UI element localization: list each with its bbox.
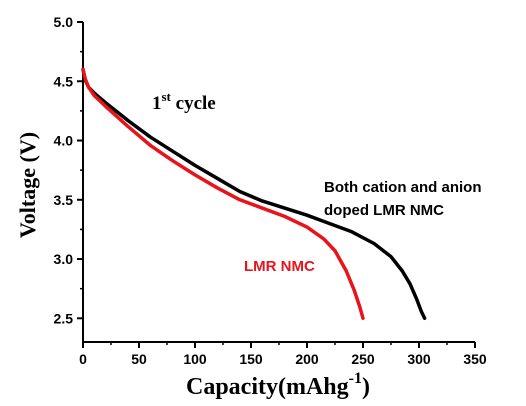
cycle-number: 1 — [152, 93, 162, 114]
x-tick-label: 200 — [295, 351, 319, 367]
series-label-doped-line2: doped LMR NMC — [324, 202, 444, 219]
x-axis-title: Capacity(mAhg-1) — [186, 370, 370, 400]
cycle-annotation: 1st cycle — [152, 89, 216, 114]
y-tick-label: 5.0 — [54, 14, 74, 30]
ticks: 0 50 100 150 200 250 300 350 2.5 3.0 3.5 4.0 4.5 5.0 — [54, 14, 487, 367]
y-axis-title: Voltage (V) — [15, 132, 40, 238]
series-label-lmr: LMR NMC — [244, 258, 315, 275]
x-axis-title-close: ) — [362, 374, 370, 400]
x-tick-label: 50 — [131, 351, 147, 367]
y-tick-label: 3.0 — [54, 251, 74, 267]
y-tick-label: 4.0 — [54, 133, 74, 149]
series-label-doped-line1: Both cation and anion — [324, 179, 482, 196]
x-axis-title-main: Capacity(mAhg — [186, 374, 349, 400]
series-layer — [81, 67, 427, 321]
series-line-doped — [81, 67, 427, 321]
y-tick-label: 3.5 — [54, 192, 74, 208]
x-tick-label: 150 — [239, 351, 263, 367]
cycle-suffix: st — [162, 89, 172, 104]
x-tick-label: 300 — [407, 351, 431, 367]
x-tick-label: 350 — [463, 351, 487, 367]
cycle-word: cycle — [171, 93, 216, 114]
x-tick-label: 250 — [351, 351, 375, 367]
series-line-lmr — [81, 67, 365, 321]
y-tick-label: 4.5 — [54, 73, 74, 89]
x-tick-label: 100 — [183, 351, 207, 367]
series-label-doped: Both cation and anion doped LMR NMC — [324, 179, 486, 219]
x-axis-title-sup: -1 — [349, 370, 362, 387]
x-tick-label: 0 — [79, 351, 87, 367]
y-tick-label: 2.5 — [54, 310, 74, 326]
